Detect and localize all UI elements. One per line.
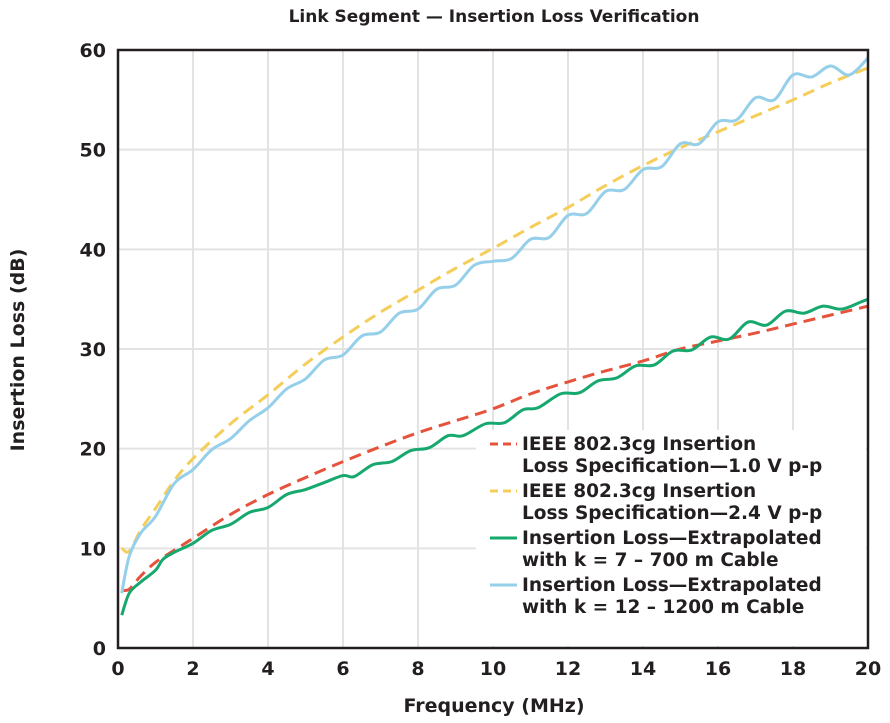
y-tick-label: 50 [80, 140, 106, 162]
x-tick-label: 6 [336, 658, 349, 680]
legend-label: Loss Specification—1.0 V p-p [522, 456, 822, 477]
legend-label: Loss Specification—2.4 V p-p [522, 503, 822, 524]
x-tick-label: 12 [555, 658, 581, 680]
series-line-3 [120, 297, 869, 616]
x-axis-label: Frequency (MHz) [403, 695, 584, 717]
legend-label: with k = 12 – 1200 m Cable [522, 597, 804, 618]
legend-background [476, 430, 866, 646]
legend-label: IEEE 802.3cg Insertion [522, 434, 756, 455]
x-tick-label: 4 [261, 658, 274, 680]
y-tick-label: 10 [80, 538, 106, 560]
legend-label: with k = 7 – 700 m Cable [522, 550, 779, 571]
x-tick-label: 14 [630, 658, 656, 680]
series-line-2 [120, 66, 869, 554]
x-tick-label: 18 [780, 658, 806, 680]
legend-label: Insertion Loss—Extrapolated [522, 575, 822, 596]
tick-labels: 0 2 4 6 8 10 12 14 16 18 20 0 10 20 30 40 50 60 [80, 40, 882, 680]
y-tick-label: 0 [93, 638, 106, 660]
series-group [120, 56, 870, 616]
series-line-4 [120, 56, 870, 594]
x-tick-label: 20 [855, 658, 881, 680]
plot-frame [116, 48, 870, 650]
y-tick-label: 40 [80, 239, 106, 261]
legend-label: IEEE 802.3cg Insertion [522, 481, 756, 502]
series-line-1 [121, 304, 869, 593]
x-tick-label: 10 [480, 658, 506, 680]
y-axis-label: Insertion Loss (dB) [7, 249, 29, 452]
y-tick-label: 20 [80, 439, 106, 461]
y-tick-label: 30 [80, 339, 106, 361]
x-tick-label: 2 [186, 658, 199, 680]
legend-label: Insertion Loss—Extrapolated [522, 528, 822, 549]
y-tick-label: 60 [80, 40, 106, 62]
x-tick-label: 16 [705, 658, 731, 680]
chart-title: Link Segment — Insertion Loss Verificati… [289, 7, 700, 27]
x-tick-label: 8 [411, 658, 424, 680]
x-tick-label: 0 [111, 658, 124, 680]
